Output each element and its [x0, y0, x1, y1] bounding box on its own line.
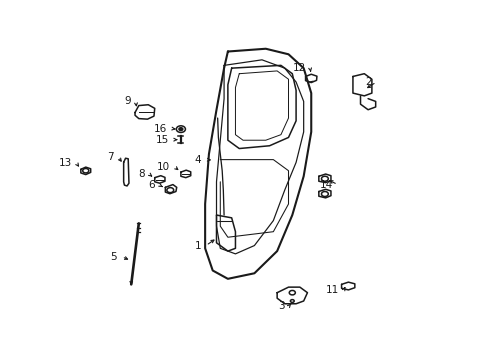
- Text: 10: 10: [157, 162, 169, 172]
- Text: 12: 12: [292, 63, 305, 73]
- Text: 16: 16: [154, 123, 167, 134]
- Text: 2: 2: [365, 77, 371, 87]
- Text: 15: 15: [156, 135, 169, 145]
- Text: 1: 1: [194, 240, 201, 251]
- Circle shape: [179, 128, 183, 131]
- Text: 4: 4: [194, 155, 201, 165]
- Text: 5: 5: [110, 252, 117, 262]
- Text: 14: 14: [319, 180, 332, 190]
- Text: 8: 8: [138, 169, 144, 179]
- Text: 11: 11: [325, 285, 338, 296]
- Text: 3: 3: [278, 301, 284, 311]
- Text: 13: 13: [59, 158, 72, 168]
- Text: 9: 9: [124, 96, 131, 107]
- Text: 6: 6: [148, 180, 155, 190]
- Text: 7: 7: [106, 152, 113, 162]
